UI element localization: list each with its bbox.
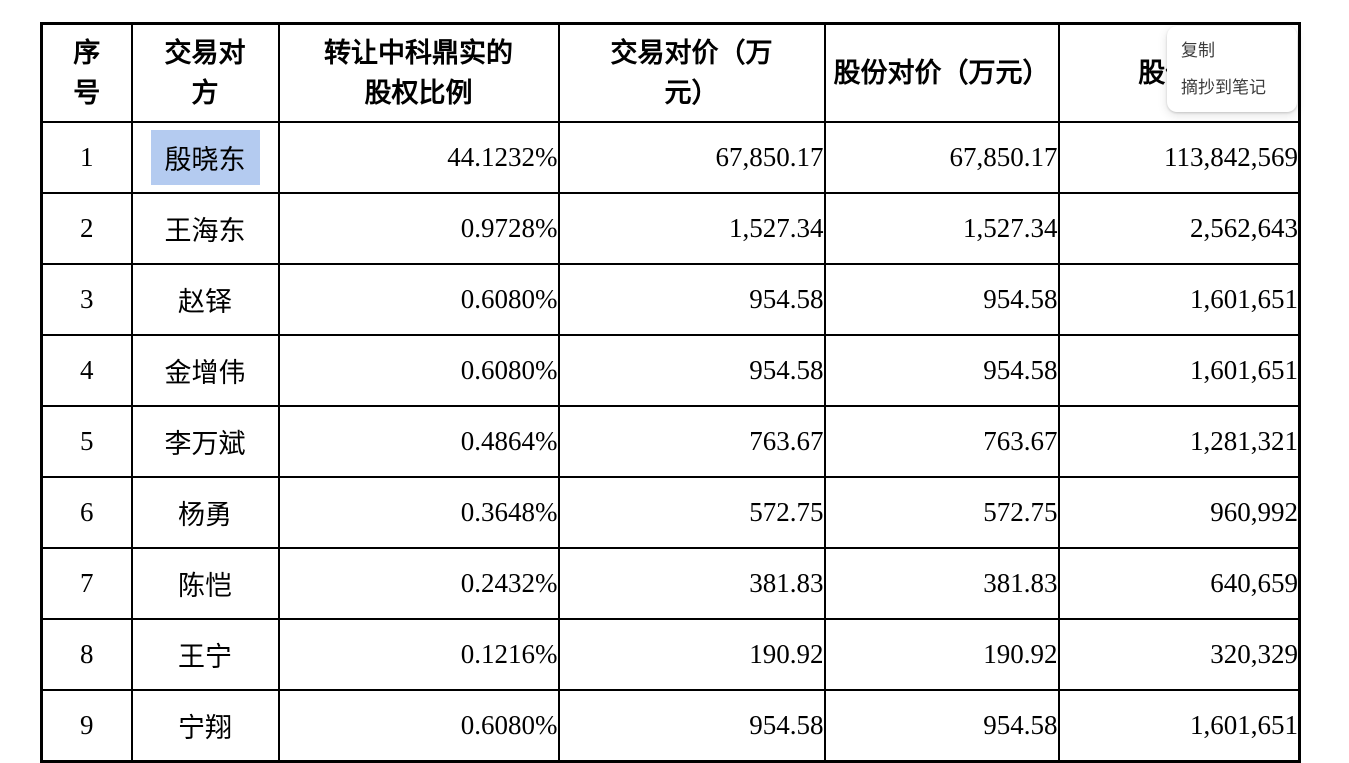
table-row: 3 赵铎 0.6080% 954.58 954.58 1,601,651 <box>40 263 1301 336</box>
cell-pct: 44.1232% <box>277 121 560 194</box>
cell-name: 杨勇 <box>130 476 280 549</box>
table-row: 9 宁翔 0.6080% 954.58 954.58 1,601,651 <box>40 689 1301 763</box>
table-row: 5 李万斌 0.4864% 763.67 763.67 1,281,321 <box>40 405 1301 478</box>
cell-pct: 0.6080% <box>277 689 560 763</box>
cell-shares: 640,659 <box>1057 547 1301 620</box>
table-row: 7 陈恺 0.2432% 381.83 381.83 640,659 <box>40 547 1301 620</box>
cell-shares: 1,281,321 <box>1057 405 1301 478</box>
cell-pct: 0.3648% <box>277 476 560 549</box>
cell-share-price: 381.83 <box>823 547 1060 620</box>
cell-seq: 4 <box>40 334 133 407</box>
header-row: 序 号 交易对 方 转让中科鼎实的 股权比例 交易对价（万 元） 股份对价（万元… <box>40 22 1301 123</box>
context-menu-item-excerpt-to-note[interactable]: 摘抄到笔记 <box>1181 78 1266 97</box>
cell-price: 67,850.17 <box>557 121 826 194</box>
cell-shares: 960,992 <box>1057 476 1301 549</box>
table-row: 8 王宁 0.1216% 190.92 190.92 320,329 <box>40 618 1301 691</box>
col-header-seq: 序 号 <box>40 22 133 123</box>
col-header-equity-ratio: 转让中科鼎实的 股权比例 <box>277 22 560 123</box>
cell-price: 763.67 <box>557 405 826 478</box>
cell-price: 954.58 <box>557 334 826 407</box>
cell-name: 陈恺 <box>130 547 280 620</box>
cell-name: 李万斌 <box>130 405 280 478</box>
cell-share-price: 954.58 <box>823 263 1060 336</box>
cell-share-price: 572.75 <box>823 476 1060 549</box>
cell-share-price: 954.58 <box>823 689 1060 763</box>
cell-price: 381.83 <box>557 547 826 620</box>
cell-share-price: 67,850.17 <box>823 121 1060 194</box>
col-header-counterparty: 交易对 方 <box>130 22 280 123</box>
cell-shares: 113,842,569 <box>1057 121 1301 194</box>
cell-price: 954.58 <box>557 689 826 763</box>
col-header-consideration: 交易对价（万 元） <box>557 22 826 123</box>
cell-shares: 320,329 <box>1057 618 1301 691</box>
table-row: 1 殷晓东 44.1232% 67,850.17 67,850.17 113,8… <box>40 121 1301 194</box>
cell-shares: 1,601,651 <box>1057 263 1301 336</box>
context-menu-item-copy[interactable]: 复制 <box>1181 41 1215 60</box>
cell-name: 宁翔 <box>130 689 280 763</box>
cell-share-price: 190.92 <box>823 618 1060 691</box>
cell-seq: 6 <box>40 476 133 549</box>
col-header-share-consideration: 股份对价（万元） <box>823 22 1060 123</box>
cell-name: 赵铎 <box>130 263 280 336</box>
cell-shares: 1,601,651 <box>1057 689 1301 763</box>
cell-pct: 0.2432% <box>277 547 560 620</box>
selected-text: 殷晓东 <box>150 130 260 185</box>
cell-seq: 1 <box>40 121 133 194</box>
cell-seq: 2 <box>40 192 133 265</box>
cell-seq: 3 <box>40 263 133 336</box>
cell-name: 王宁 <box>130 618 280 691</box>
cell-share-price: 763.67 <box>823 405 1060 478</box>
cell-pct: 0.6080% <box>277 263 560 336</box>
cell-seq: 5 <box>40 405 133 478</box>
table-row: 2 王海东 0.9728% 1,527.34 1,527.34 2,562,64… <box>40 192 1301 265</box>
cell-seq: 7 <box>40 547 133 620</box>
cell-share-price: 1,527.34 <box>823 192 1060 265</box>
cell-seq: 9 <box>40 689 133 763</box>
cell-price: 1,527.34 <box>557 192 826 265</box>
cell-name: 殷晓东 <box>130 121 280 194</box>
cell-pct: 0.6080% <box>277 334 560 407</box>
cell-price: 572.75 <box>557 476 826 549</box>
cell-name: 金增伟 <box>130 334 280 407</box>
cell-shares: 2,562,643 <box>1057 192 1301 265</box>
context-menu: 复制 摘抄到笔记 <box>1167 26 1297 112</box>
cell-pct: 0.9728% <box>277 192 560 265</box>
share-transfer-table: 序 号 交易对 方 转让中科鼎实的 股权比例 交易对价（万 元） 股份对价（万元… <box>40 22 1301 763</box>
cell-name: 王海东 <box>130 192 280 265</box>
cell-share-price: 954.58 <box>823 334 1060 407</box>
cell-pct: 0.4864% <box>277 405 560 478</box>
table-row: 4 金增伟 0.6080% 954.58 954.58 1,601,651 <box>40 334 1301 407</box>
cell-price: 954.58 <box>557 263 826 336</box>
cell-pct: 0.1216% <box>277 618 560 691</box>
cell-seq: 8 <box>40 618 133 691</box>
cell-shares: 1,601,651 <box>1057 334 1301 407</box>
cell-price: 190.92 <box>557 618 826 691</box>
table-row: 6 杨勇 0.3648% 572.75 572.75 960,992 <box>40 476 1301 549</box>
